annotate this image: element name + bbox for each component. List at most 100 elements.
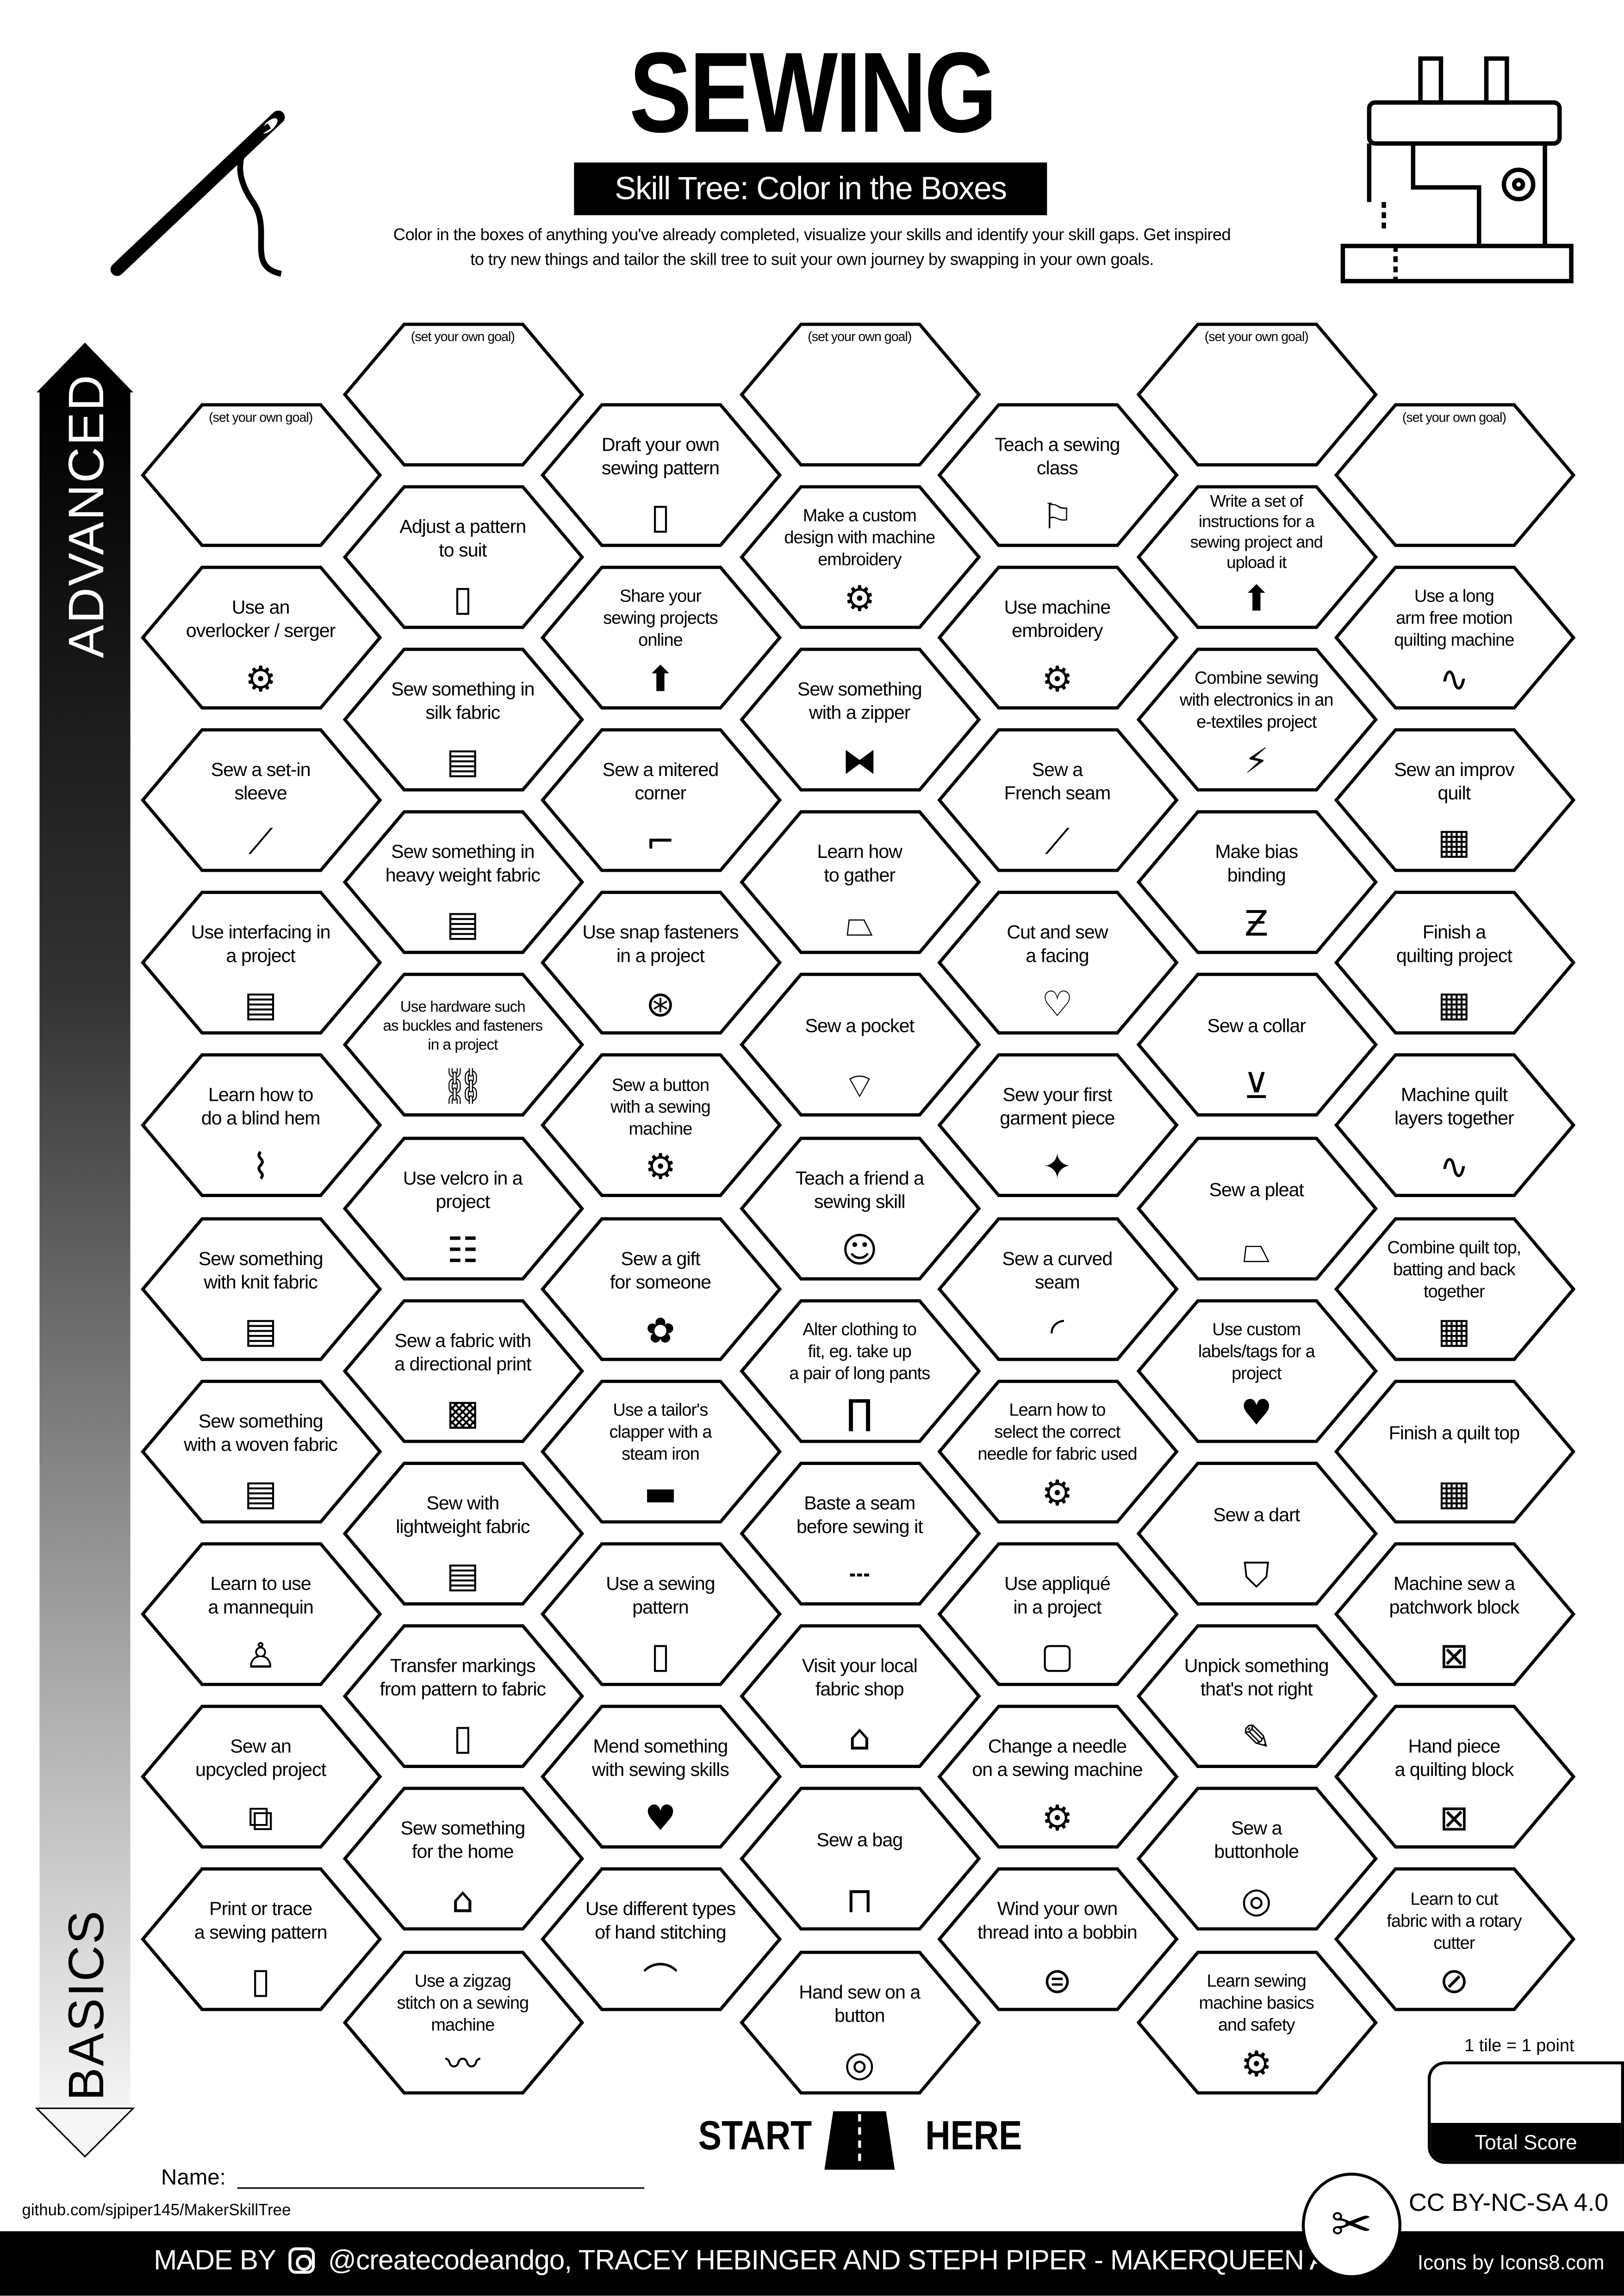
skill-label: Use interfacing in a project	[191, 921, 331, 967]
skill-tile[interactable]: Use snap fasteners in a project ⊛	[540, 890, 781, 1035]
skill-tile[interactable]: Use a tailor's clapper with a steam iron…	[540, 1379, 781, 1524]
skill-tile[interactable]: Sew a pleat ⏢	[1135, 1136, 1377, 1280]
skill-tile[interactable]: Use hardware such as buckles and fastene…	[342, 973, 584, 1117]
skill-tile[interactable]: Make bias binding Ƶ	[1135, 810, 1377, 955]
skill-tile[interactable]: Sew a set-in sleeve ⟋	[140, 727, 382, 872]
hex-outline	[342, 1787, 584, 1931]
repo-link[interactable]: github.com/sjpiper145/MakerSkillTree	[22, 2202, 291, 2220]
skill-tile[interactable]: Wind your own thread into a bobbin ⊜	[936, 1867, 1178, 2012]
skill-tile[interactable]: Teach a sewing class ⚐	[936, 402, 1178, 547]
hex-outline	[342, 322, 584, 466]
hex-outline	[540, 1379, 781, 1523]
skill-tile[interactable]: Learn how to select the correct needle f…	[936, 1379, 1178, 1524]
total-score-box[interactable]: Total Score	[1427, 2061, 1624, 2164]
skill-tile[interactable]: Teach a friend a sewing skill ☺	[739, 1136, 981, 1280]
skill-tile[interactable]: Unpick something that's not right ✎	[1135, 1624, 1377, 1769]
skill-tile[interactable]: Use custom labels/tags for a project ♥	[1135, 1298, 1377, 1443]
skill-tile[interactable]: Mend something with sewing skills ♥	[540, 1704, 781, 1849]
skill-tile[interactable]: Sew a curved seam ◜	[936, 1216, 1178, 1361]
skill-tile[interactable]: Make a custom design with machine embroi…	[739, 484, 981, 629]
skill-tile[interactable]: Learn sewing machine basics and safety ⚙	[1135, 1949, 1377, 2094]
machine-icon: ⚙	[844, 577, 876, 619]
hex-outline	[540, 891, 781, 1035]
skill-tile[interactable]: Write a set of instructions for a sewing…	[1135, 484, 1377, 629]
skill-tile-custom-goal[interactable]: (set your own goal)	[342, 322, 584, 466]
skill-label: Sew an improv quilt	[1394, 758, 1515, 804]
skill-tile-custom-goal[interactable]: (set your own goal)	[140, 402, 382, 547]
skill-tile[interactable]: Learn to cut fabric with a rotary cutter…	[1333, 1867, 1575, 2012]
skill-tile[interactable]: Use a zigzag stitch on a sewing machine 〰	[342, 1949, 584, 2094]
hex-outline	[140, 1705, 382, 1849]
skill-tile[interactable]: Use a long arm free motion quilting mach…	[1333, 565, 1575, 709]
skill-tile[interactable]: Sew a collar ⊻	[1135, 973, 1377, 1117]
arrow-down-head	[35, 2107, 135, 2158]
skill-tile[interactable]: Sew a mitered corner ⌐	[540, 727, 781, 872]
skill-tile[interactable]: Use a sewing pattern ▯	[540, 1541, 781, 1686]
patch-icon: ⧉	[248, 1798, 274, 1839]
skill-tile[interactable]: Sew something with a zipper ⧓	[739, 647, 981, 792]
skill-tile[interactable]: Combine sewing with electronics in an e-…	[1135, 647, 1377, 792]
skill-tile[interactable]: Learn to use a mannequin ♙	[140, 1541, 382, 1686]
skill-tile[interactable]: Sew something for the home ⌂	[342, 1787, 584, 1931]
skill-tile[interactable]: Sew your first garment piece ✦	[936, 1053, 1178, 1198]
skill-tile[interactable]: Sew a fabric with a directional print ▩	[342, 1298, 584, 1443]
skill-tile[interactable]: Learn how to do a blind hem ⌇	[140, 1053, 382, 1198]
footer-bar: MADE BY @createcodeandgo, TRACEY HEBINGE…	[0, 2231, 1624, 2296]
skill-tile-custom-goal[interactable]: (set your own goal)	[739, 322, 981, 466]
skill-tile[interactable]: Visit your local fabric shop ⌂	[739, 1624, 981, 1769]
skill-tile[interactable]: Sew a dart ⛉	[1135, 1461, 1377, 1606]
skill-tile[interactable]: Use different types of hand stitching ⌒	[540, 1867, 781, 2012]
skill-tile[interactable]: Sew something with a woven fabric ▤	[140, 1379, 382, 1524]
skill-tile[interactable]: Sew a gift for someone ✿	[540, 1216, 781, 1361]
skill-tile[interactable]: Machine sew a patchwork block ⊠	[1333, 1541, 1575, 1686]
skill-tile[interactable]: Baste a seam before sewing it ┄	[739, 1461, 981, 1606]
skill-tile[interactable]: Alter clothing to fit, eg. take up a pai…	[739, 1298, 981, 1443]
skill-tile[interactable]: Use velcro in a project ☷	[342, 1136, 584, 1280]
machine-icon: ⚙	[1041, 1472, 1073, 1514]
skill-tile[interactable]: Finish a quilting project ▦	[1333, 890, 1575, 1035]
skill-tile[interactable]: Hand sew on a button ◎	[739, 1949, 981, 2094]
skill-tile[interactable]: Sew a bag ⊓	[739, 1787, 981, 1931]
skill-label: Transfer markings from pattern to fabric	[380, 1654, 547, 1700]
hex-outline	[936, 728, 1178, 872]
hex-outline	[140, 402, 382, 546]
skill-tile[interactable]: Sew something in silk fabric ▤	[342, 647, 584, 792]
hex-outline	[1333, 728, 1575, 872]
skill-tile[interactable]: Use interfacing in a project ▤	[140, 890, 382, 1035]
icons-credit[interactable]: Icons by Icons8.com	[1417, 2250, 1605, 2274]
name-field[interactable]	[237, 2186, 645, 2189]
hex-outline	[739, 484, 981, 629]
button-icon: ◎	[1241, 1880, 1272, 1922]
skill-tile[interactable]: Use appliqué in a project ▢	[936, 1541, 1178, 1686]
skill-tile[interactable]: Change a needle on a sewing machine ⚙	[936, 1704, 1178, 1849]
skill-tile-custom-goal[interactable]: (set your own goal)	[1333, 402, 1575, 547]
hex-outline	[936, 891, 1178, 1035]
skill-tile[interactable]: Transfer markings from pattern to fabric…	[342, 1624, 584, 1769]
skill-tile[interactable]: Sew an improv quilt ▦	[1333, 727, 1575, 872]
skill-tile[interactable]: Machine quilt layers together ∿	[1333, 1053, 1575, 1198]
skill-tile[interactable]: Adjust a pattern to suit ▯	[342, 484, 584, 629]
skill-tile[interactable]: Print or trace a sewing pattern ▯	[140, 1867, 382, 2012]
skill-tile[interactable]: Hand piece a quilting block ⊠	[1333, 1704, 1575, 1849]
skill-tile[interactable]: Sew a buttonhole ◎	[1135, 1787, 1377, 1931]
skill-tile[interactable]: Combine quilt top, batting and back toge…	[1333, 1216, 1575, 1361]
skill-tile[interactable]: Sew something with knit fabric ▤	[140, 1216, 382, 1361]
skill-tile[interactable]: Draft your own sewing pattern ▯	[540, 402, 781, 547]
skill-tile[interactable]: Cut and sew a facing ♡	[936, 890, 1178, 1035]
page-title: SEWING	[629, 28, 997, 157]
hex-outline	[1135, 810, 1377, 955]
skill-tile[interactable]: Learn how to gather ⏢	[739, 810, 981, 955]
skill-tile[interactable]: Use machine embroidery ⚙	[936, 565, 1178, 709]
skill-tile[interactable]: Share your sewing projects online ⬆	[540, 565, 781, 709]
skill-tile-custom-goal[interactable]: (set your own goal)	[1135, 322, 1377, 466]
skill-tile[interactable]: Use an overlocker / serger ⚙	[140, 565, 382, 709]
skill-tile[interactable]: Sew an upcycled project ⧉	[140, 1704, 382, 1849]
skill-tile[interactable]: Finish a quilt top ▦	[1333, 1379, 1575, 1524]
skill-tile[interactable]: Sew a French seam ⟋	[936, 727, 1178, 872]
skill-tile[interactable]: Sew a pocket ⌔	[739, 973, 981, 1117]
skill-tile[interactable]: Sew a button with a sewing machine ⚙	[540, 1053, 781, 1198]
curve-icon: ◜	[1050, 1309, 1064, 1351]
skill-tile[interactable]: Sew with lightweight fabric ▤	[342, 1461, 584, 1606]
skill-progress-arrow	[39, 392, 131, 2109]
skill-tile[interactable]: Sew something in heavy weight fabric ▤	[342, 810, 584, 955]
